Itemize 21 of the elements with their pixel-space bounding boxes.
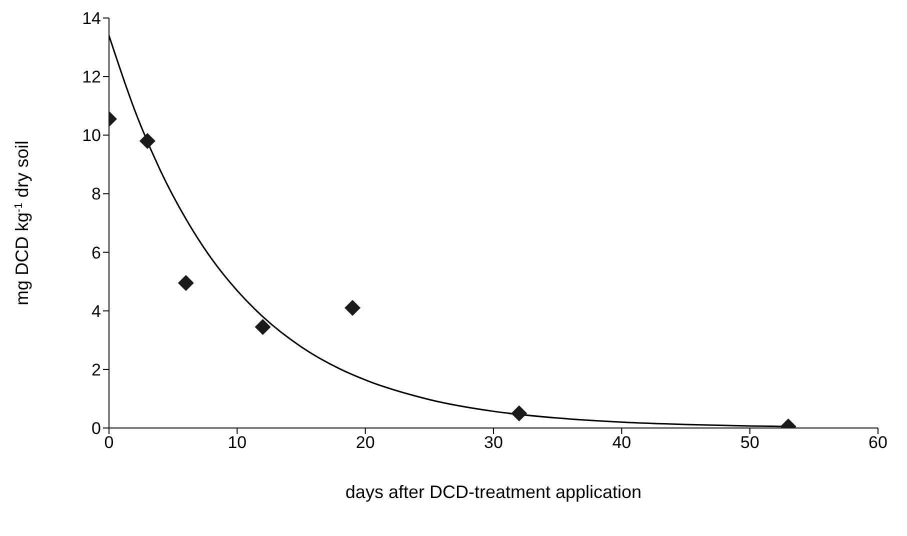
x-tick-label: 30: [484, 433, 503, 452]
y-tick-label: 4: [92, 302, 101, 321]
point: [511, 405, 528, 422]
point: [344, 300, 361, 316]
y-tick-label: 8: [92, 184, 101, 204]
point: [139, 133, 156, 149]
x-axis-title: days after DCD-treatment application: [345, 482, 642, 502]
x-tick-label: 20: [356, 433, 375, 452]
y-tick-label: 2: [92, 360, 101, 380]
x-tick-label: 0: [104, 433, 114, 452]
x-tick-label: 50: [740, 433, 760, 452]
y-tick-label: 10: [82, 126, 101, 146]
x-tick-label: 40: [612, 433, 632, 452]
y-tick-label: 6: [92, 243, 101, 262]
x-tick-label: 60: [868, 433, 888, 452]
x-tick-label: 10: [228, 433, 247, 452]
y-tick-label: 14: [82, 9, 101, 28]
point: [178, 275, 194, 292]
y-tick-label: 12: [82, 68, 101, 87]
point: [254, 318, 271, 335]
y-tick-label: 0: [92, 419, 101, 438]
